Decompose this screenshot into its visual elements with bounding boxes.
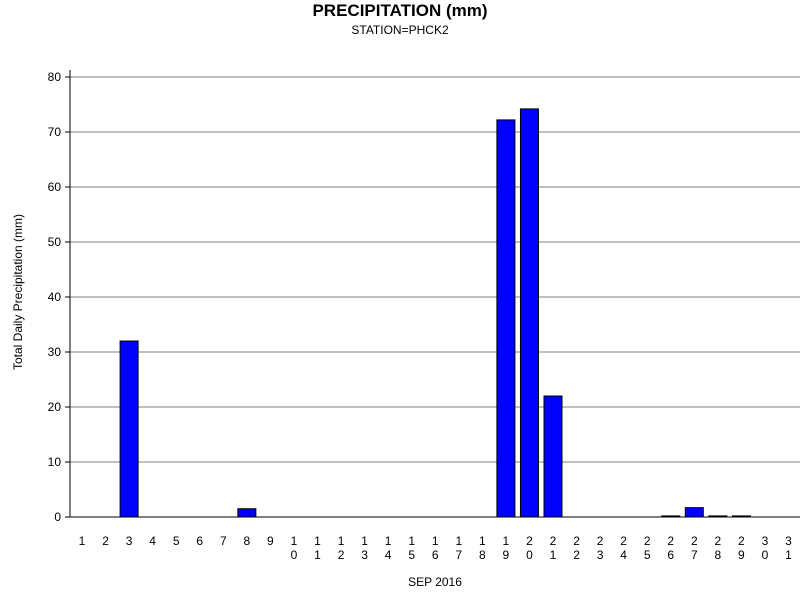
x-tick-label: 8	[244, 534, 251, 548]
y-tick-label: 20	[48, 400, 62, 414]
bar-day-28	[708, 515, 728, 518]
x-axis-label: SEP 2016	[408, 575, 462, 589]
x-tick-label: 3	[126, 534, 133, 548]
y-tick-label: 60	[48, 180, 62, 194]
bar-day-27	[684, 507, 704, 518]
bar-day-21	[543, 395, 563, 518]
bar-day-26	[661, 515, 681, 518]
bar-day-19	[496, 119, 516, 518]
bar-day-20	[519, 108, 539, 518]
x-tick-label: 5	[173, 534, 180, 548]
bar-day-29	[731, 515, 751, 518]
y-tick-label: 80	[48, 70, 62, 84]
y-tick-label: 30	[48, 345, 62, 359]
y-tick-label: 70	[48, 125, 62, 139]
y-tick-label: 0	[54, 510, 61, 524]
x-tick-label: 4	[149, 534, 156, 548]
y-tick-label: 10	[48, 455, 62, 469]
x-tick-label: 1	[79, 534, 86, 548]
x-tick-label: 6	[196, 534, 203, 548]
bar-day-8	[237, 508, 257, 518]
y-tick-label: 50	[48, 235, 62, 249]
x-tick-label: 7	[220, 534, 227, 548]
chart-title: PRECIPITATION (mm)	[312, 1, 488, 20]
bar-day-3	[119, 340, 139, 518]
x-tick-label: 9	[267, 534, 274, 548]
chart-subtitle: STATION=PHCK2	[351, 23, 449, 37]
y-tick-label: 40	[48, 290, 62, 304]
x-tick-label: 2	[102, 534, 109, 548]
